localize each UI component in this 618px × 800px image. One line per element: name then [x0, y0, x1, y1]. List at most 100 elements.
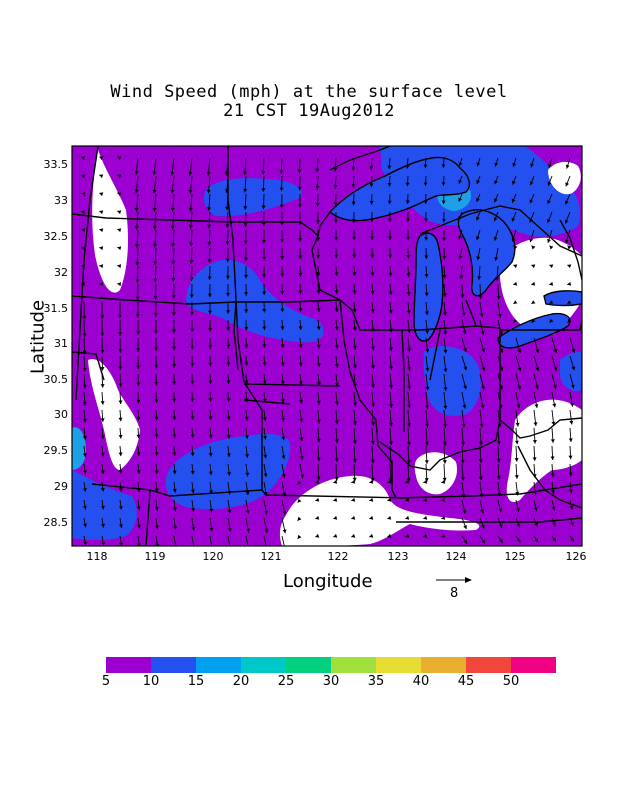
- wind-vector-head: [135, 244, 140, 248]
- wind-vector-head: [137, 543, 142, 546]
- wind-vector-head: [481, 524, 485, 529]
- wind-vector-head: [190, 452, 195, 457]
- wind-vector-head: [206, 189, 211, 194]
- wind-vector-head: [136, 470, 141, 474]
- x-tick-label: 125: [505, 550, 526, 563]
- wind-vector-head: [244, 274, 248, 279]
- wind-vector-head: [442, 460, 447, 464]
- wind-vector-head: [552, 522, 556, 527]
- wind-vector-head: [297, 480, 302, 485]
- wind-vector-head: [494, 162, 499, 167]
- wind-vector-head: [172, 452, 177, 456]
- wind-vector-head: [511, 237, 516, 242]
- wind-vector-head: [226, 310, 231, 314]
- wind-vector-head: [517, 385, 521, 390]
- wind-vector-head: [334, 237, 339, 241]
- wind-vector-head: [498, 331, 503, 336]
- wind-vector-head: [549, 245, 554, 250]
- wind-vector-head: [316, 381, 321, 386]
- wind-vector-head: [136, 506, 141, 511]
- wind-vector-head: [136, 452, 141, 456]
- wind-vector-head: [334, 326, 339, 331]
- wind-vector-head: [441, 182, 446, 186]
- wind-vector-head: [334, 345, 339, 349]
- wind-vector-head: [460, 477, 465, 481]
- wind-vector-head: [280, 362, 285, 367]
- wind-vector-head: [297, 534, 302, 539]
- wind-vector-head: [498, 523, 503, 528]
- wind-vector-head: [207, 207, 211, 211]
- wind-vector-head: [153, 330, 158, 334]
- wind-vector-head: [136, 399, 141, 404]
- wind-vector-head: [83, 523, 87, 528]
- wind-vector-head: [100, 401, 105, 405]
- wind-vector-head: [497, 441, 501, 445]
- wind-vector-head: [512, 162, 517, 167]
- wind-vector-head: [352, 459, 357, 463]
- wind-vector-head: [441, 479, 446, 484]
- wind-vector-head: [190, 434, 195, 438]
- wind-vector-head: [282, 529, 287, 534]
- calm-region: [88, 359, 140, 470]
- x-tick-label: 120: [203, 550, 224, 563]
- wind-vector-head: [244, 309, 249, 313]
- x-tick-label: 126: [566, 550, 587, 563]
- wind-vector-head: [498, 508, 502, 513]
- colorbar-swatch: [511, 657, 556, 673]
- wind-vector-head: [153, 243, 157, 248]
- wind-vector-head: [333, 202, 338, 206]
- wind-vector-head: [153, 313, 158, 317]
- wind-vector-head: [529, 238, 534, 243]
- wind-vector-head: [280, 239, 284, 243]
- wind-vector-head: [481, 539, 485, 544]
- wind-vector-head: [441, 218, 446, 223]
- wind-vector-head: [226, 292, 230, 297]
- wind-vector-head: [81, 228, 86, 233]
- wind-vector-head: [405, 218, 410, 222]
- wind-vector-head: [189, 311, 194, 316]
- wind-vector-head: [549, 281, 554, 286]
- wind-vector-head: [298, 272, 303, 277]
- wind-vector-head: [191, 508, 195, 512]
- wind-vector-head: [315, 533, 320, 538]
- wind-vector-head: [513, 245, 518, 250]
- wind-vector-head: [117, 156, 122, 160]
- wind-vector-head: [117, 210, 122, 215]
- wind-vector-head: [170, 171, 175, 176]
- wind-vector-head: [134, 226, 139, 230]
- wind-vector-head: [407, 329, 411, 333]
- wind-vector-head: [227, 472, 231, 476]
- wind-vector-head: [441, 515, 446, 520]
- wind-vector-head: [208, 310, 212, 315]
- wind-vector-head: [533, 422, 538, 426]
- wind-vector-head: [480, 330, 485, 335]
- wind-vector-head: [423, 200, 428, 204]
- wind-vector-head: [388, 460, 393, 464]
- wind-vector-head: [118, 400, 123, 404]
- wind-vector-head: [547, 181, 552, 186]
- wind-vector-head: [263, 491, 268, 496]
- wind-vector-head: [369, 533, 374, 538]
- wind-vector-head: [100, 349, 105, 354]
- wind-vector-head: [190, 328, 194, 333]
- wind-vector-head: [316, 237, 321, 242]
- wind-vector-head: [100, 418, 105, 422]
- colorbar-label: 45: [457, 674, 475, 689]
- wind-vector-head: [352, 308, 357, 313]
- wind-vector-head: [442, 256, 447, 260]
- wind-vector-head: [565, 182, 570, 187]
- wind-vector-head: [567, 318, 572, 323]
- wind-vector-head: [81, 264, 85, 268]
- wind-vector-head: [352, 345, 357, 350]
- wind-vector-head: [480, 404, 485, 409]
- wind-vector-head: [299, 437, 304, 441]
- wind-vector-head: [353, 383, 357, 388]
- wind-vector-head: [298, 308, 303, 312]
- wind-vector-head: [423, 479, 428, 484]
- wind-vector-head: [424, 460, 429, 464]
- wind-vector-head: [226, 416, 231, 421]
- wind-vector-head: [535, 367, 540, 371]
- wind-vector-head: [298, 362, 303, 367]
- wind-vector-head: [316, 438, 321, 443]
- wind-vector-head: [570, 521, 574, 526]
